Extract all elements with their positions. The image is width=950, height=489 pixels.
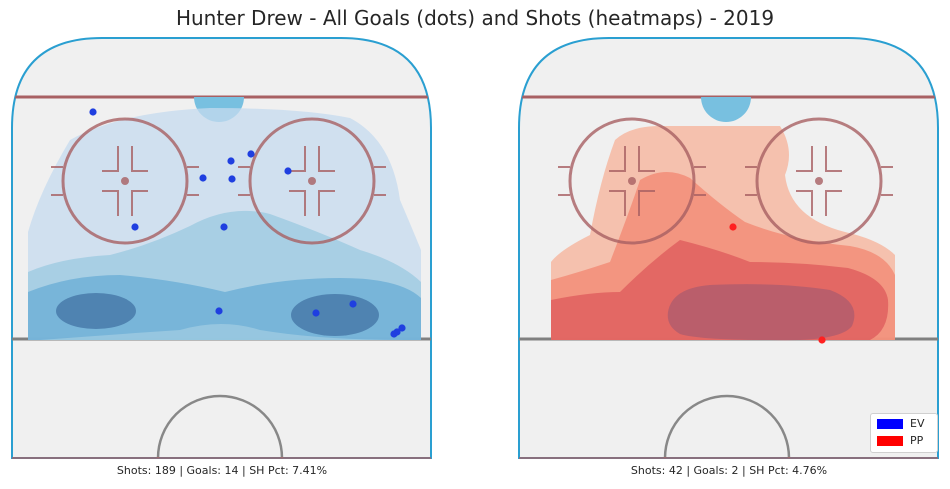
faceoff-circle-left — [558, 117, 706, 245]
caption-pp: Shots: 42 | Goals: 2 | SH Pct: 4.76% — [630, 464, 828, 477]
heatmap-level-3-gap — [40, 324, 405, 340]
goal-point-ev-4 — [199, 174, 207, 182]
legend: EV PP — [870, 413, 938, 453]
goal-crease — [701, 97, 751, 122]
faceoff-circle-left — [51, 117, 199, 245]
heatmap-level-4 — [667, 284, 855, 341]
heatmap-peak-right — [291, 294, 379, 336]
goal-point-ev-6 — [284, 167, 292, 175]
caption-ev: Shots: 189 | Goals: 14 | SH Pct: 7.41% — [116, 464, 328, 477]
goal-point-ev-7 — [131, 223, 139, 231]
goal-point-ev-10 — [349, 300, 357, 308]
heatmap-peak-left — [56, 293, 136, 329]
legend-label-ev: EV — [910, 417, 925, 430]
goal-point-ev-12 — [398, 324, 406, 332]
goal-point-pp-1 — [729, 223, 737, 231]
goal-point-ev-2 — [227, 157, 235, 165]
legend-item-ev: EV — [877, 417, 924, 431]
goal-point-ev-9 — [215, 307, 223, 315]
legend-swatch-pp — [877, 436, 903, 446]
goal-points-ev — [89, 108, 406, 338]
rink-pp — [518, 37, 939, 459]
rink-ev — [11, 37, 432, 459]
faceoff-circle-right — [238, 117, 386, 245]
goal-point-ev-14 — [390, 330, 398, 338]
goal-points-pp — [729, 223, 826, 344]
goal-point-ev-8 — [220, 223, 228, 231]
neutral-circle — [156, 394, 284, 458]
faceoff-circle-right — [745, 117, 893, 245]
goal-point-ev-5 — [228, 175, 236, 183]
chart-title: Hunter Drew - All Goals (dots) and Shots… — [175, 6, 775, 30]
neutral-circle — [663, 394, 791, 458]
goal-point-ev-1 — [89, 108, 97, 116]
legend-label-pp: PP — [910, 434, 924, 447]
legend-item-pp: PP — [877, 434, 923, 448]
goal-point-pp-2 — [818, 336, 826, 344]
goal-point-ev-3 — [247, 150, 255, 158]
goal-point-ev-11 — [312, 309, 320, 317]
legend-swatch-ev — [877, 419, 903, 429]
